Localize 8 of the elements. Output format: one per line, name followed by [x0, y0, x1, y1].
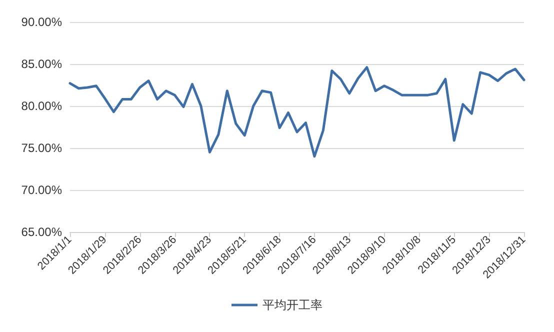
y-tick-label: 70.00%	[21, 183, 62, 197]
legend-label: 平均开工率	[262, 298, 322, 312]
y-tick-label: 75.00%	[21, 141, 62, 155]
y-tick-label: 85.00%	[21, 57, 62, 71]
y-tick-label: 90.00%	[21, 15, 62, 29]
line-series	[68, 66, 526, 158]
y-tick-label: 80.00%	[21, 99, 62, 113]
y-tick-label: 65.00%	[21, 225, 62, 239]
